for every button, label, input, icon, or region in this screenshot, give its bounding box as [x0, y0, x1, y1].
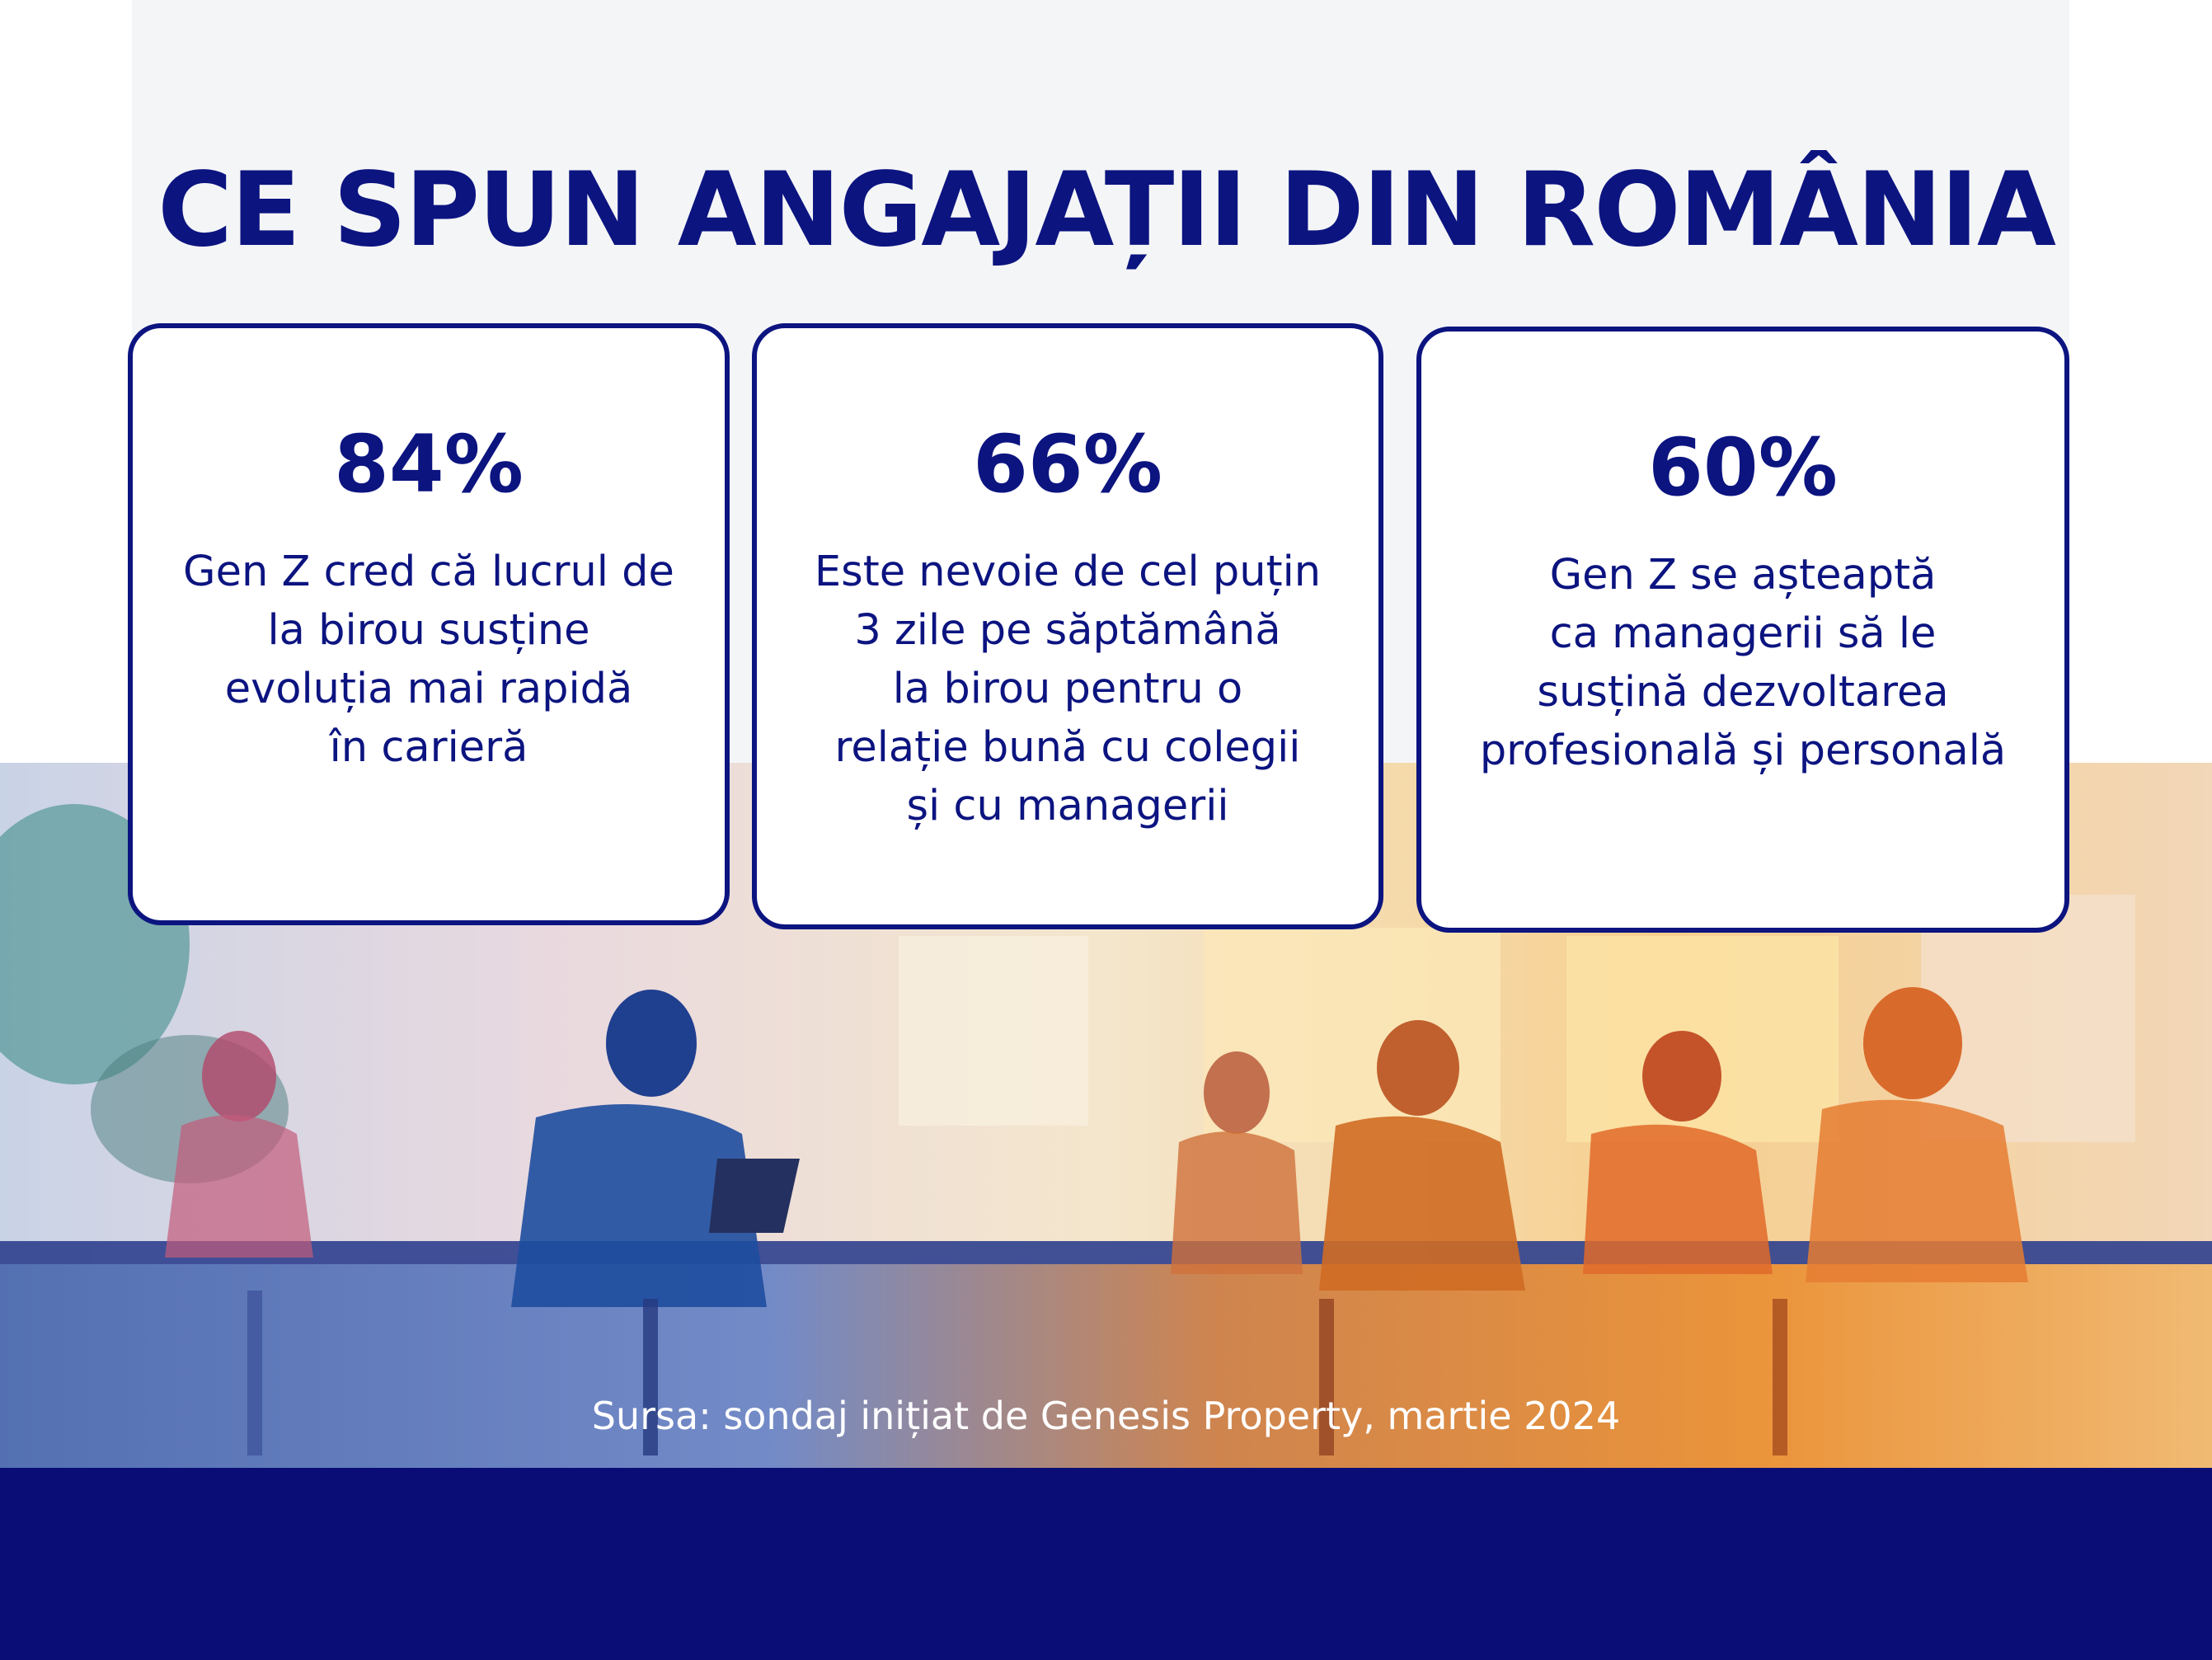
stat-description: Gen Z se așteaptă ca managerii să le sus… — [1479, 551, 2007, 775]
page-title: CE SPUN ANGAJAȚII DIN ROMÂNIA — [157, 151, 2056, 270]
stat-description: Este nevoie de cel puțin 3 zile pe săptă… — [814, 548, 1322, 830]
stat-value: 84% — [334, 418, 524, 510]
source-note: Sursa: sondaj inițiat de Genesis Propert… — [591, 1394, 1621, 1438]
stat-value: 60% — [1648, 421, 1838, 514]
stat-card-60: 60% Gen Z se așteaptă ca managerii să le… — [1416, 327, 2069, 933]
stat-card-84: 84% Gen Z cred că lucrul de la birou sus… — [128, 323, 730, 925]
stat-card-66: 66% Este nevoie de cel puțin 3 zile pe s… — [752, 323, 1383, 929]
footer-bar — [0, 1468, 2212, 1660]
stat-value: 66% — [973, 418, 1162, 510]
stat-description: Gen Z cred că lucrul de la birou susține… — [183, 548, 674, 772]
